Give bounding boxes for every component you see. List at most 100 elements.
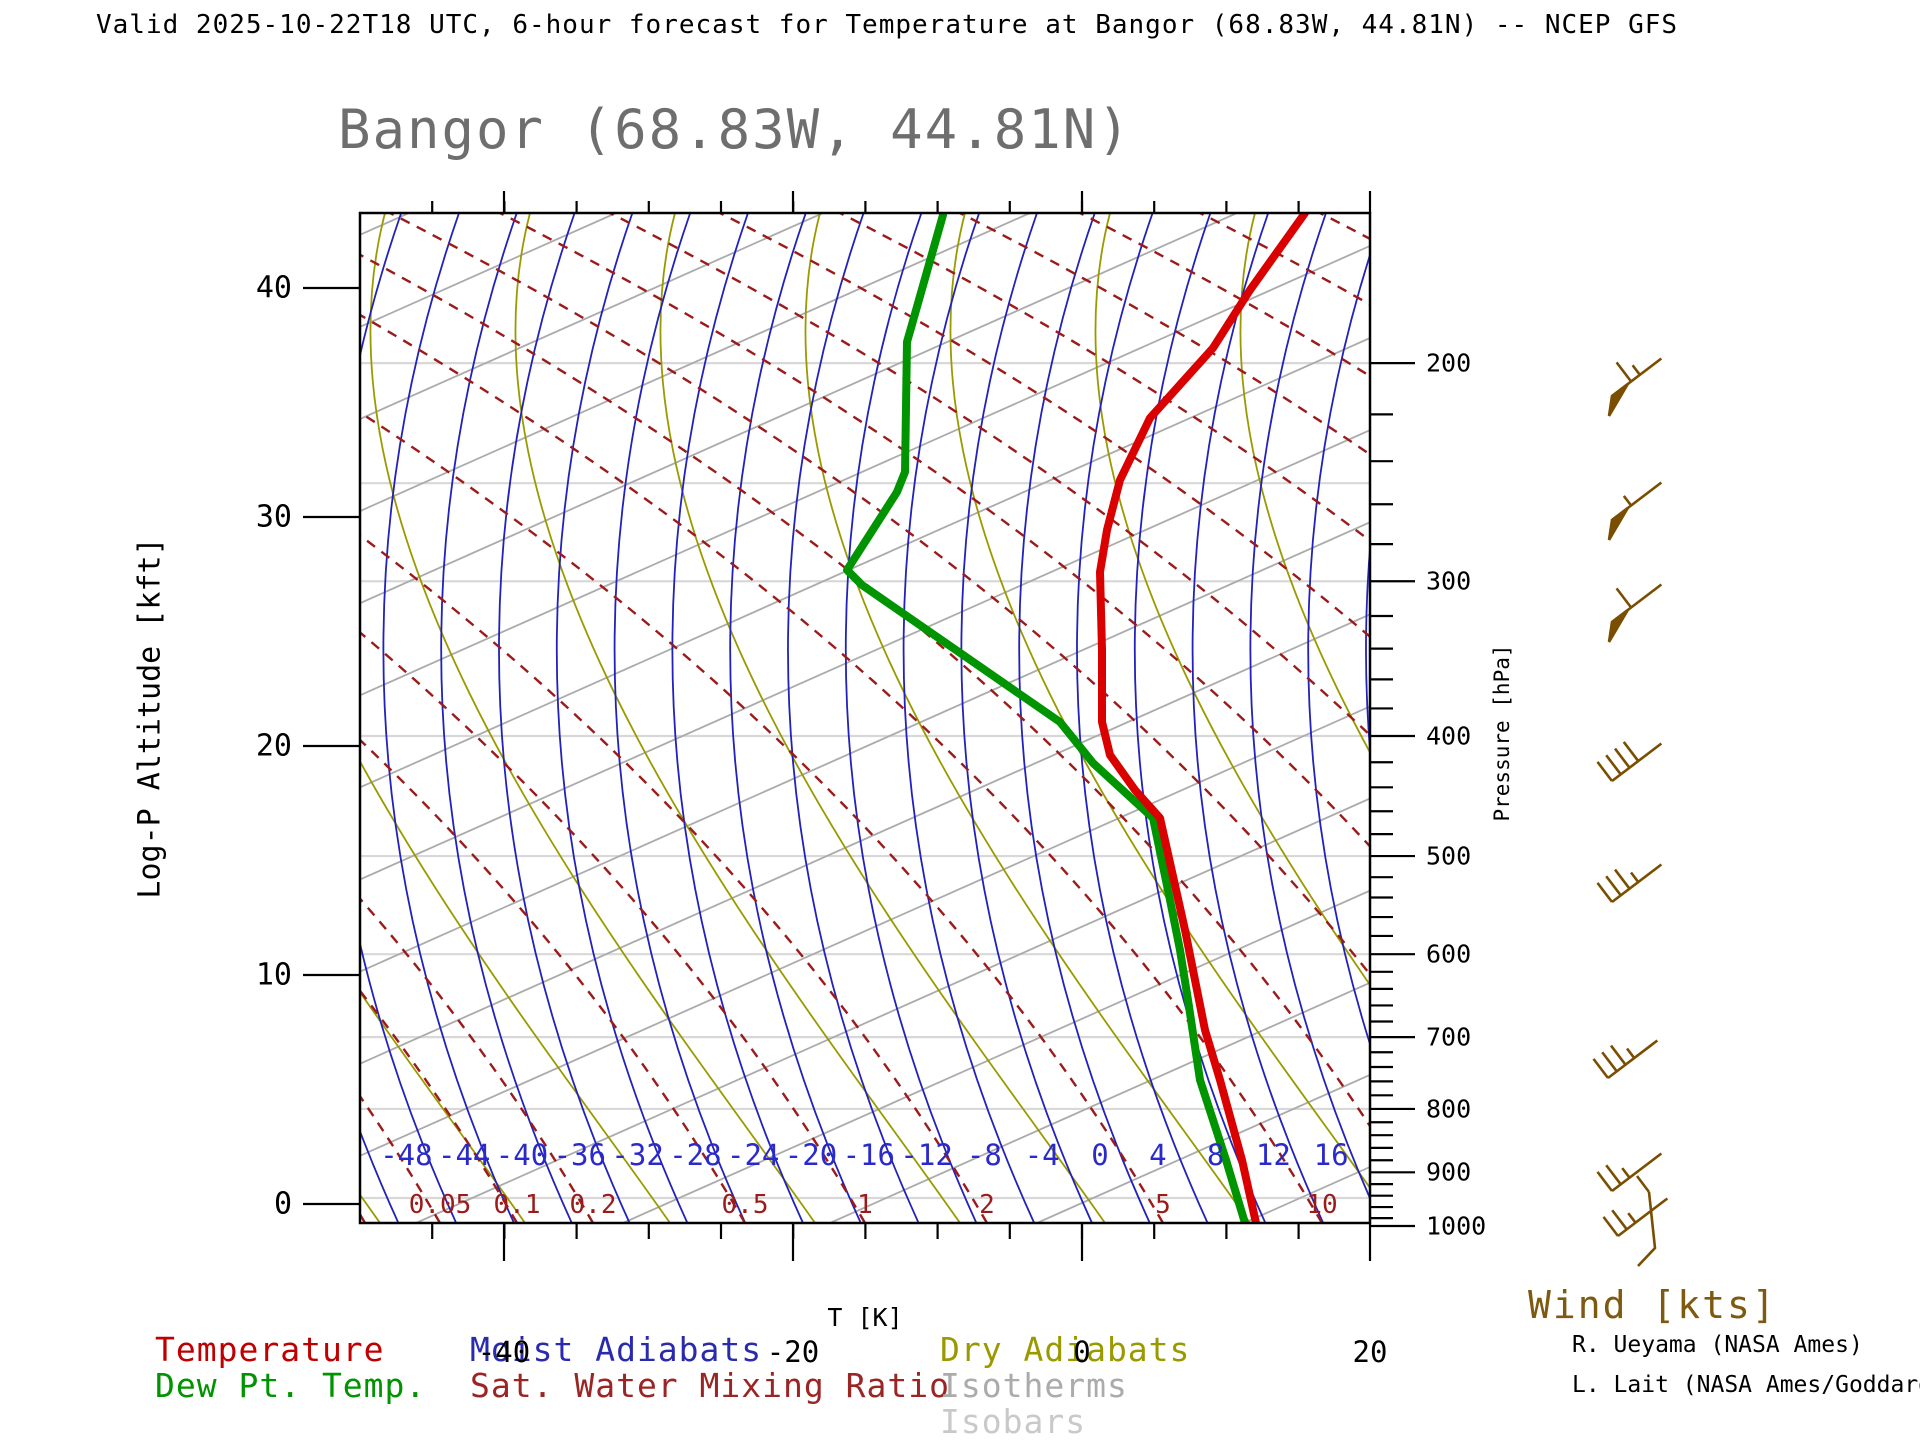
mixing-ratio-line [360,988,519,1223]
moist-adiabat-line [1307,252,1370,1047]
legend-dew-point: Dew Pt. Temp. [155,1366,427,1405]
isotherm-line [360,213,1031,513]
legend-sat-mixing-ratio: Sat. Water Mixing Ratio [470,1366,950,1405]
kft-tick-label: 20 [255,728,292,764]
isotherm-line [360,613,1370,1065]
kft-tick-label: 0 [273,1186,292,1222]
moist-adiabat-value-label: -48 [380,1138,433,1172]
kft-tick-label: 40 [255,270,292,306]
pressure-tick-label: 600 [1426,939,1472,969]
pressure-tick-label: 800 [1426,1094,1472,1124]
moist-adiabat-value-label: 0 [1091,1138,1109,1172]
moist-adiabat-line [787,213,920,1223]
dry-adiabat-line [1094,213,1370,987]
moist-adiabat-value-label: 16 [1313,1138,1349,1172]
kft-tick-label: 10 [255,957,292,993]
isotherm-line [360,213,824,420]
dry-adiabat-line [1675,213,1920,1223]
moist-adiabat-line [210,213,341,1223]
moist-adiabat-line [440,213,573,1223]
temperature-tick-label: 0 [1073,1335,1091,1369]
moist-adiabat-value-label: -8 [966,1138,1002,1172]
pressure-tick-label: 400 [1426,721,1472,751]
dry-adiabat-line [1530,213,1920,1223]
isotherm-line [360,213,617,328]
moist-adiabat-line [0,213,109,1223]
chart-title: Bangor (68.83W, 44.81N) [338,98,1132,161]
wind-units-label: Wind [kts] [1528,1283,1777,1327]
mixing-ratio-value-label: 0.5 [721,1190,769,1220]
moist-adiabat-value-label: -4 [1024,1138,1060,1172]
mixing-ratio-value-label: 2 [979,1190,995,1220]
temperature-tick-label: 20 [1352,1335,1388,1369]
dry-adiabat-line [0,213,235,1223]
credit-line-1: R. Ueyama (NASA Ames) [1572,1332,1863,1358]
moist-adiabat-value-label: -44 [437,1138,491,1172]
moist-adiabat-line [382,213,515,1223]
legend-moist-adiabats: Moist Adiabats [470,1330,763,1369]
mixing-ratio-line [389,213,1370,977]
moist-adiabat-value-label: 8 [1206,1138,1225,1172]
mixing-ratio-line [360,738,747,1223]
kft-tick-label: 30 [255,499,292,535]
pressure-tick-label: 700 [1426,1022,1472,1052]
legend-temperature: Temperature [155,1330,385,1369]
pressure-tick-label: 200 [1426,348,1472,378]
dry-adiabat-line [804,213,1251,1223]
moist-adiabat-line [360,213,458,1223]
dry-adiabat-line [360,759,671,1223]
legend-isobars: Isobars [940,1402,1087,1440]
header-title: Valid 2025-10-22T18 UTC, 6-hour forecast… [96,10,1679,40]
mixing-ratio-value-label: 0.05 [408,1190,472,1220]
moist-adiabat-line [152,213,283,1223]
moist-adiabat-line [613,213,747,1223]
moist-adiabat-value-label: -24 [726,1138,780,1172]
moist-adiabat-line [729,213,862,1223]
legend-dry-adiabats: Dry Adiabats [940,1330,1191,1369]
mixing-ratio-value-label: 0.1 [493,1190,541,1220]
right-axis-label: Pressure [hPa] [1490,644,1514,822]
wind-barbs [1592,357,1669,1267]
x-axis-label: T [K] [827,1303,903,1332]
moist-adiabat-line [498,213,631,1223]
mixing-ratio-line [839,213,1370,543]
mixing-ratio-line [360,253,1370,1129]
moist-adiabat-value-label: 12 [1255,1138,1291,1172]
moist-adiabat-value-label: -12 [900,1138,953,1172]
moist-adiabat-line [1076,213,1209,1223]
mixing-ratio-value-label: 1 [857,1190,873,1220]
mixing-ratio-line [719,213,1370,639]
mixing-ratio-value-label: 0.2 [569,1190,617,1220]
mixing-ratio-line [1319,213,1370,241]
mixing-ratio-line [360,313,1324,1223]
temperature-curve [1096,213,1309,1223]
mixing-ratio-value-label: 5 [1155,1190,1171,1220]
moist-adiabat-line [1191,213,1325,1223]
isotherm-line [360,521,1370,973]
moist-adiabat-line [844,213,978,1223]
left-axis-label: Log-P Altitude [kft] [132,537,168,899]
mixing-ratio-value-label: 10 [1306,1190,1338,1220]
dry-adiabat-line [949,213,1370,1190]
moist-adiabat-line [902,213,1036,1223]
mixing-ratio-line [360,1094,442,1223]
moist-adiabat-value-label: -20 [784,1138,838,1172]
moist-adiabat-line [671,213,804,1223]
moist-adiabat-value-label: -32 [611,1138,664,1172]
moist-adiabat-line [360,1128,400,1223]
dew-point-curve [843,213,1249,1223]
mixing-ratio-line [360,630,867,1223]
dry-adiabat-line [360,1193,381,1223]
pressure-tick-label: 300 [1426,566,1472,596]
moist-adiabat-line [555,213,689,1223]
dry-adiabat-line [514,213,961,1223]
mixing-ratio-line [360,1212,367,1223]
temperature-tick-label: -40 [477,1335,531,1369]
pressure-tick-label: 1000 [1426,1211,1487,1241]
isotherm-line [360,244,1370,697]
temperature-tick-label: -20 [766,1335,820,1369]
isotherm-line [415,797,1370,1223]
isotherm-line [360,337,1370,789]
moist-adiabat-value-label: -28 [669,1138,722,1172]
